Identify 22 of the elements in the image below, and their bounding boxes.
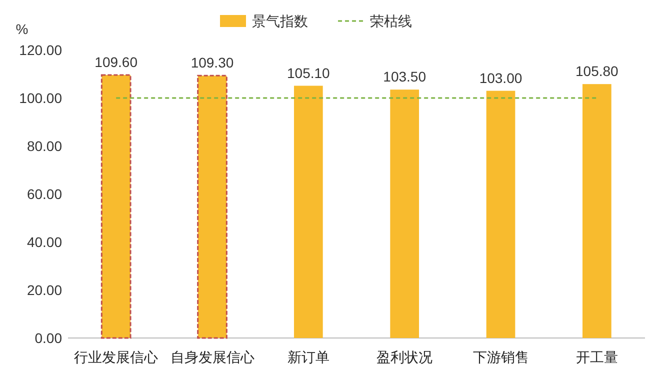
x-tick-label: 新订单 <box>287 349 330 365</box>
x-tick-label: 开工量 <box>576 349 618 365</box>
y-tick-label: 0.00 <box>34 330 62 346</box>
text: 105.80 <box>576 63 618 80</box>
x-tick-label: 盈利状况 <box>376 349 433 365</box>
x-tick-label: 行业发展信心 <box>74 349 158 365</box>
legend-label: 景气指数 <box>252 13 308 29</box>
x-tick-label: 自身发展信心 <box>170 349 254 365</box>
text: 109.60 <box>94 54 138 70</box>
y-tick-label: 60.00 <box>26 186 62 202</box>
text: 103.50 <box>383 68 426 85</box>
y-tick-label: 100.00 <box>19 90 62 106</box>
text: 103.00 <box>479 70 522 86</box>
y-tick-label: 40.00 <box>26 234 62 250</box>
x-tick-label: 下游销售 <box>472 349 529 365</box>
legend-label: 荣枯线 <box>370 13 412 29</box>
text: 105.10 <box>287 64 330 81</box>
y-tick-label: 20.00 <box>26 282 62 298</box>
y-tick-label: 120.00 <box>19 42 62 58</box>
y-axis-title: % <box>16 21 28 37</box>
text: 109.30 <box>190 54 234 71</box>
y-tick-label: 80.00 <box>26 138 62 154</box>
